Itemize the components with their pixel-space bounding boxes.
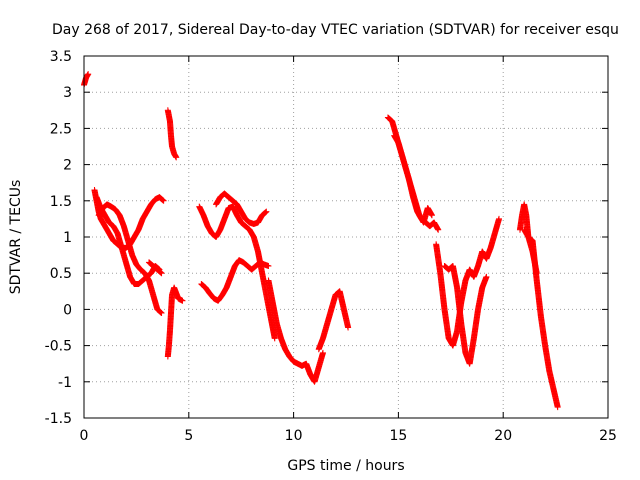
grid-layer	[84, 56, 608, 418]
x-tick-label: 5	[184, 428, 193, 444]
ticks-layer	[83, 55, 609, 419]
points-layer	[81, 71, 561, 411]
data-point	[160, 197, 167, 204]
y-tick-label: 2.5	[50, 121, 72, 137]
data-point	[554, 404, 561, 411]
y-tick-label: -0.5	[45, 339, 72, 355]
y-axis-label: SDTVAR / TECUs	[8, 180, 24, 295]
x-tick-label: 25	[599, 428, 617, 444]
data-point	[428, 212, 435, 219]
y-tick-label: 1.5	[50, 194, 72, 210]
y-tick-label: 2	[63, 158, 72, 174]
x-tick-label: 15	[389, 428, 407, 444]
y-tick-label: 0	[63, 302, 72, 318]
x-tick-label: 0	[80, 428, 89, 444]
data-point	[179, 297, 186, 304]
series-s6	[164, 107, 180, 161]
series-s9	[213, 190, 270, 227]
y-tick-label: 1	[63, 230, 72, 246]
y-tick-label: 3	[63, 85, 72, 101]
data-point	[533, 270, 540, 277]
series-s18	[521, 226, 540, 277]
series-s7	[164, 284, 186, 360]
x-tick-label: 10	[285, 428, 303, 444]
data-point	[496, 215, 503, 222]
series-s5	[145, 259, 165, 277]
data-point	[271, 335, 278, 342]
data-point	[158, 270, 165, 277]
y-tick-label: -1	[58, 375, 72, 391]
data-point	[265, 262, 272, 269]
data-point	[483, 273, 490, 280]
data-point	[158, 310, 165, 317]
series-s12	[315, 288, 352, 353]
series-s4	[95, 201, 165, 317]
x-axis-label: GPS time / hours	[287, 458, 404, 474]
series-s16	[441, 262, 490, 367]
series-s11	[265, 277, 326, 385]
data-point	[345, 324, 352, 331]
y-tick-label: -1.5	[45, 411, 72, 427]
data-point	[85, 71, 92, 78]
series-s10	[198, 257, 272, 304]
series-s8	[196, 203, 278, 342]
tick-labels-layer: 0 5 10 15 20 25 -1.5 -1 -0.5 0 0.5 1 1.5 2 2.5 3 3.5	[45, 49, 617, 444]
data-point	[173, 154, 180, 161]
data-point	[263, 208, 270, 215]
chart-title: Day 268 of 2017, Sidereal Day-to-day VTE…	[52, 22, 619, 38]
data-point	[435, 226, 442, 233]
y-tick-label: 3.5	[50, 49, 72, 65]
y-tick-label: 0.5	[50, 266, 72, 282]
data-point	[319, 349, 326, 356]
series-s14	[391, 132, 435, 226]
x-tick-label: 20	[494, 428, 512, 444]
